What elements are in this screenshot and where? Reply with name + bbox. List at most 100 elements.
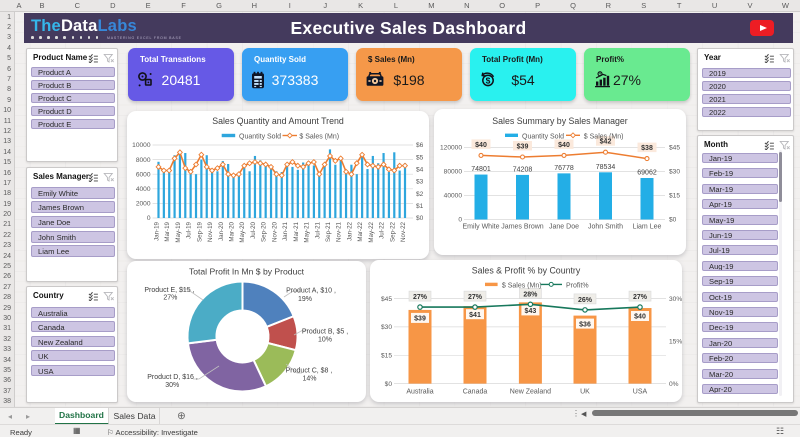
svg-text:6000: 6000: [136, 171, 151, 178]
svg-text:Sales Summary by Sales Manager: Sales Summary by Sales Manager: [492, 116, 628, 126]
svg-text:Australia: Australia: [406, 389, 433, 396]
svg-text:Jan-19: Jan-19: [154, 221, 161, 240]
svg-text:Quantity Sold: Quantity Sold: [522, 133, 564, 140]
svg-text:Product B, $5 ,: Product B, $5 ,: [302, 329, 348, 336]
svg-text:$4: $4: [416, 167, 424, 174]
svg-text:Sales & Profit % by Country: Sales & Profit % by Country: [472, 266, 581, 276]
svg-text:$30: $30: [669, 168, 680, 175]
svg-text:James Brown: James Brown: [501, 223, 544, 230]
svg-text:8000: 8000: [136, 157, 151, 164]
svg-text:$1: $1: [416, 203, 424, 210]
svg-text:May-21: May-21: [304, 221, 311, 242]
svg-text:$15: $15: [669, 192, 680, 199]
svg-text:Jan-21: Jan-21: [282, 221, 289, 240]
svg-text:Profit%: Profit%: [566, 283, 589, 290]
svg-text:Product A, $10 ,: Product A, $10 ,: [286, 288, 336, 295]
svg-text:Jan-20: Jan-20: [218, 221, 225, 240]
svg-text:$41: $41: [469, 312, 481, 319]
svg-text:Mar-22: Mar-22: [357, 221, 364, 241]
svg-text:Nov-20: Nov-20: [271, 221, 278, 242]
svg-text:Product C, $8 ,: Product C, $8 ,: [286, 367, 333, 374]
svg-text:Sep-22: Sep-22: [389, 221, 396, 242]
svg-text:Nov-21: Nov-21: [336, 221, 343, 242]
svg-text:USA: USA: [633, 389, 648, 396]
svg-text:$ Sales (Mn): $ Sales (Mn): [584, 133, 624, 140]
svg-text:28%: 28%: [523, 291, 538, 298]
svg-text:40000: 40000: [444, 192, 463, 199]
svg-text:May-20: May-20: [239, 221, 246, 242]
svg-text:Jul-20: Jul-20: [250, 221, 257, 238]
svg-text:$39: $39: [517, 143, 529, 150]
svg-text:$40: $40: [558, 141, 570, 148]
svg-text:74801: 74801: [471, 166, 491, 173]
svg-text:Sales Quantity and Amount Tren: Sales Quantity and Amount Trend: [212, 116, 344, 126]
svg-text:$6: $6: [416, 142, 424, 149]
svg-text:$: $: [486, 75, 491, 85]
svg-text:27%: 27%: [413, 294, 428, 301]
svg-text:$42: $42: [600, 138, 612, 145]
svg-text:Jul-21: Jul-21: [314, 221, 321, 238]
svg-text:$0: $0: [669, 216, 677, 223]
svg-text:$38: $38: [641, 145, 653, 152]
svg-text:Product E, $15 ,: Product E, $15 ,: [144, 287, 194, 294]
svg-text:$15: $15: [381, 353, 392, 360]
svg-text:$30: $30: [381, 324, 392, 331]
svg-text:$5: $5: [416, 154, 424, 161]
svg-text:$45: $45: [381, 296, 392, 303]
svg-text:Emily White: Emily White: [463, 223, 500, 230]
svg-text:$43: $43: [525, 308, 537, 315]
svg-text:Mar-21: Mar-21: [293, 221, 300, 241]
svg-text:76778: 76778: [554, 164, 574, 171]
svg-text:27%: 27%: [468, 294, 483, 301]
svg-text:Mar-19: Mar-19: [164, 221, 171, 241]
svg-text:4000: 4000: [136, 186, 151, 193]
svg-text:30%: 30%: [165, 382, 179, 389]
svg-text:Liam Lee: Liam Lee: [633, 223, 662, 230]
svg-text:Jul-22: Jul-22: [379, 221, 386, 238]
svg-text:$0: $0: [416, 215, 424, 222]
svg-text:15%: 15%: [669, 338, 682, 345]
svg-text:27%: 27%: [633, 294, 648, 301]
svg-text:10%: 10%: [318, 336, 332, 343]
svg-text:Nov-19: Nov-19: [207, 221, 214, 242]
svg-text:$ Sales (Mn): $ Sales (Mn): [502, 283, 542, 290]
svg-text:30%: 30%: [669, 296, 682, 303]
svg-text:Sep-21: Sep-21: [325, 221, 332, 242]
svg-text:UK: UK: [580, 389, 590, 396]
svg-text:78534: 78534: [596, 163, 616, 170]
svg-text:$3: $3: [416, 179, 424, 186]
svg-text:Jul-19: Jul-19: [186, 221, 193, 238]
svg-text:120000: 120000: [440, 144, 462, 151]
svg-text:Nov-22: Nov-22: [400, 221, 407, 242]
svg-text:May-22: May-22: [368, 221, 375, 242]
svg-text:$45: $45: [669, 144, 680, 151]
svg-text:74208: 74208: [513, 166, 533, 173]
svg-text:0: 0: [458, 216, 462, 223]
svg-text:Jan-22: Jan-22: [346, 221, 353, 240]
svg-text:$40: $40: [634, 314, 646, 321]
svg-text:14%: 14%: [302, 376, 316, 383]
svg-text:26%: 26%: [578, 297, 593, 304]
svg-text:Canada: Canada: [463, 389, 488, 396]
svg-text:19%: 19%: [298, 296, 312, 303]
svg-text:80000: 80000: [444, 168, 463, 175]
svg-text:$36: $36: [579, 321, 591, 328]
svg-text:Product D, $16 ,: Product D, $16 ,: [147, 374, 198, 381]
svg-text:10000: 10000: [132, 142, 151, 149]
svg-text:Quantity Sold: Quantity Sold: [239, 134, 281, 141]
svg-text:$39: $39: [414, 316, 426, 323]
svg-text:$0: $0: [385, 381, 393, 388]
svg-text:$40: $40: [475, 141, 487, 148]
svg-text:69062: 69062: [637, 169, 657, 176]
svg-text:0%: 0%: [669, 381, 679, 388]
svg-text:$ Sales (Mn): $ Sales (Mn): [299, 134, 339, 141]
svg-text:2000: 2000: [136, 201, 151, 208]
svg-text:Mar-20: Mar-20: [229, 221, 236, 241]
svg-text:$2: $2: [416, 191, 424, 198]
svg-text:Jane Doe: Jane Doe: [549, 223, 579, 230]
svg-text:Total Profit In Mn $ by Produc: Total Profit In Mn $ by Product: [189, 267, 305, 277]
svg-text:27%: 27%: [163, 295, 177, 302]
svg-text:Sep-20: Sep-20: [261, 221, 268, 242]
svg-text:0: 0: [147, 215, 151, 222]
svg-text:John Smith: John Smith: [588, 223, 623, 230]
